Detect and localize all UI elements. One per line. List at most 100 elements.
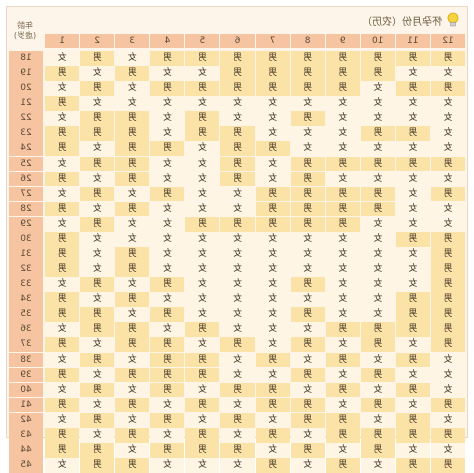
age-cell-36: 36 bbox=[9, 322, 43, 338]
gender-cell: 女 bbox=[255, 412, 290, 428]
gender-cell: 女 bbox=[395, 111, 430, 126]
gender-cell: 男 bbox=[45, 126, 80, 142]
gender-cell: 男 bbox=[115, 397, 150, 413]
gender-cell: 男 bbox=[45, 337, 80, 353]
gender-cell: 女 bbox=[45, 352, 80, 368]
table-row: 女女女男男男男男女女男女 bbox=[45, 216, 465, 232]
gender-cell: 女 bbox=[255, 247, 290, 262]
gender-cell: 男 bbox=[360, 367, 395, 383]
gender-cell: 女 bbox=[115, 277, 150, 292]
gender-cell: 男 bbox=[115, 126, 150, 142]
gender-cell: 男 bbox=[395, 51, 430, 66]
gender-cell: 女 bbox=[115, 382, 150, 398]
month-header-4: 4 bbox=[150, 34, 185, 48]
gender-cell: 男 bbox=[185, 81, 220, 96]
gender-cell: 女 bbox=[45, 458, 80, 473]
gender-cell: 男 bbox=[290, 186, 325, 202]
gender-cell: 女 bbox=[325, 96, 360, 111]
table-row: 男女女女女女女女女男女男 bbox=[45, 262, 465, 277]
gender-cell: 女 bbox=[150, 247, 185, 262]
gender-cell: 女 bbox=[80, 96, 115, 111]
gender-cell: 女 bbox=[325, 247, 360, 262]
gender-cell: 女 bbox=[360, 141, 395, 157]
table-row: 男男女女女女女女女女女男 bbox=[45, 231, 465, 247]
gender-cell: 女 bbox=[255, 443, 290, 458]
gender-cell: 男 bbox=[220, 141, 255, 157]
age-cell-44: 44 bbox=[9, 443, 43, 458]
gender-cell: 女 bbox=[395, 337, 430, 353]
gender-cell: 女 bbox=[395, 96, 430, 111]
gender-cell: 男 bbox=[255, 66, 290, 81]
gender-cell: 女 bbox=[430, 201, 465, 217]
lightbulb-icon bbox=[447, 12, 459, 27]
age-cell-26: 26 bbox=[9, 171, 43, 187]
gender-cell: 女 bbox=[255, 156, 290, 172]
gender-cell: 男 bbox=[255, 201, 290, 217]
table-row: 女男女男男女男女男女男女 bbox=[45, 412, 465, 428]
gender-cell: 女 bbox=[80, 427, 115, 443]
gender-cell: 男 bbox=[115, 141, 150, 157]
gender-cell: 女 bbox=[430, 412, 465, 428]
gender-cell: 女 bbox=[395, 277, 430, 292]
gender-cell: 男 bbox=[430, 231, 465, 247]
gender-cell: 女 bbox=[45, 156, 80, 172]
gender-cell: 女 bbox=[115, 231, 150, 247]
gender-cell: 女 bbox=[395, 141, 430, 157]
gender-cell: 男 bbox=[360, 201, 395, 217]
gender-cell: 男 bbox=[290, 397, 325, 413]
gender-cell: 女 bbox=[80, 247, 115, 262]
gender-cell: 男 bbox=[45, 367, 80, 383]
age-cell-27: 27 bbox=[9, 186, 43, 202]
gender-cell: 男 bbox=[80, 186, 115, 202]
gender-cell: 男 bbox=[325, 412, 360, 428]
month-header-10: 10 bbox=[360, 34, 395, 48]
gender-cell: 女 bbox=[45, 216, 80, 232]
gender-cell: 女 bbox=[430, 111, 465, 126]
table-row: 男女男女男女男女男男女男 bbox=[45, 337, 465, 353]
age-cell-40: 40 bbox=[9, 382, 43, 398]
gender-cell: 男 bbox=[115, 458, 150, 473]
gender-cell: 女 bbox=[185, 382, 220, 398]
gender-cell: 男 bbox=[115, 292, 150, 307]
gender-cell: 女 bbox=[150, 201, 185, 217]
gender-cell: 女 bbox=[360, 262, 395, 277]
gender-cell: 女 bbox=[325, 126, 360, 142]
gender-cell: 女 bbox=[115, 412, 150, 428]
gender-cell: 男 bbox=[290, 443, 325, 458]
gender-cell: 男 bbox=[115, 156, 150, 172]
gender-cell: 女 bbox=[80, 171, 115, 187]
table-row: 女男男女女女男男女男男男 bbox=[45, 126, 465, 142]
gender-cell: 女 bbox=[395, 186, 430, 202]
gender-cell: 男 bbox=[360, 322, 395, 338]
gender-cell: 男 bbox=[395, 322, 430, 338]
table-row: 女女女女男女女男女男男女 bbox=[45, 111, 465, 126]
gender-cell: 男 bbox=[290, 171, 325, 187]
gender-cell: 男 bbox=[290, 51, 325, 66]
gender-cell: 女 bbox=[220, 201, 255, 217]
gender-cell: 女 bbox=[255, 307, 290, 323]
gender-cell: 女 bbox=[430, 352, 465, 368]
gender-cell: 女 bbox=[395, 171, 430, 187]
gender-cell: 女 bbox=[395, 247, 430, 262]
gender-cell: 男 bbox=[360, 337, 395, 353]
gender-cell: 女 bbox=[80, 66, 115, 81]
gender-cell: 男 bbox=[220, 412, 255, 428]
gender-cell: 女 bbox=[185, 186, 220, 202]
gender-cell: 女 bbox=[80, 201, 115, 217]
gender-cell: 女 bbox=[185, 247, 220, 262]
gender-cell: 女 bbox=[360, 352, 395, 368]
gender-cell: 男 bbox=[185, 397, 220, 413]
gender-cell: 男 bbox=[45, 141, 80, 157]
gender-cell: 女 bbox=[45, 412, 80, 428]
gender-cell: 女 bbox=[150, 171, 185, 187]
gender-cell: 男 bbox=[185, 367, 220, 383]
gender-cell: 女 bbox=[185, 277, 220, 292]
gender-cell: 女 bbox=[290, 382, 325, 398]
gender-cell: 男 bbox=[185, 51, 220, 66]
gender-cell: 男 bbox=[430, 51, 465, 66]
gender-cell: 女 bbox=[360, 292, 395, 307]
gender-cell: 男 bbox=[80, 216, 115, 232]
gender-cell: 男 bbox=[80, 156, 115, 172]
gender-cell: 女 bbox=[115, 81, 150, 96]
gender-cell: 女 bbox=[325, 171, 360, 187]
